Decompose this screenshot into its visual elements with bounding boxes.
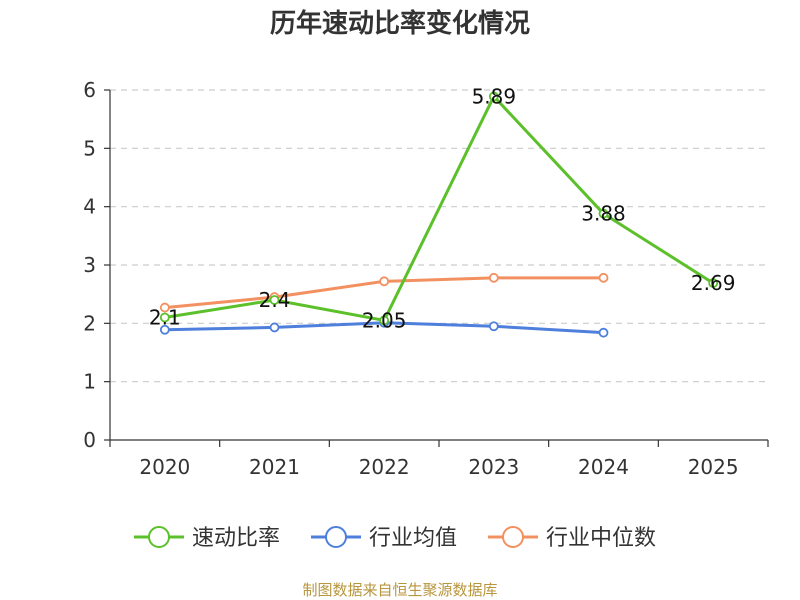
x-tick-label: 2022 xyxy=(359,455,410,479)
y-tick-label: 6 xyxy=(83,78,96,102)
x-tick-label: 2024 xyxy=(578,455,629,479)
data-label: 3.88 xyxy=(581,202,626,226)
data-point xyxy=(159,312,170,323)
y-tick-label: 1 xyxy=(83,370,96,394)
data-point xyxy=(379,276,390,287)
data-label: 5.89 xyxy=(472,84,517,108)
y-tick-label: 4 xyxy=(83,195,96,219)
data-point xyxy=(488,91,499,102)
data-point xyxy=(159,324,170,335)
data-point xyxy=(488,321,499,332)
y-tick-label: 0 xyxy=(83,428,96,452)
data-label: 2.4 xyxy=(259,288,291,312)
legend: 速动比率 行业均值 行业中位数 xyxy=(134,526,656,551)
y-tick-label: 2 xyxy=(83,311,96,335)
legend-marker xyxy=(325,526,347,548)
data-point xyxy=(708,278,719,288)
x-tick-label: 2020 xyxy=(139,455,190,479)
data-point xyxy=(269,295,280,305)
data-label: 2.1 xyxy=(149,306,181,330)
y-tick-label: 3 xyxy=(83,253,96,277)
data-labels: 2.1 2.4 2.05 5.89 3.88 2.69 xyxy=(149,84,736,332)
x-axis: 2020 2021 2022 2023 2024 2025 xyxy=(109,439,769,479)
y-axis: 0 1 2 3 4 5 6 xyxy=(83,78,111,452)
y-tick-label: 5 xyxy=(83,136,96,160)
data-point xyxy=(159,302,170,313)
data-point xyxy=(269,322,280,333)
legend-marker xyxy=(148,526,170,548)
legend-marker xyxy=(502,526,524,548)
data-point xyxy=(379,315,390,326)
plot-area xyxy=(159,91,719,338)
x-tick-label: 2023 xyxy=(468,455,519,479)
legend-label: 行业中位数 xyxy=(546,526,656,551)
data-label: 2.05 xyxy=(362,308,407,332)
data-label: 2.69 xyxy=(691,271,736,295)
data-point xyxy=(598,272,609,283)
legend-label: 行业均值 xyxy=(369,526,457,551)
x-tick-label: 2021 xyxy=(249,455,300,479)
data-point xyxy=(598,208,609,219)
chart-title: 历年速动比率变化情况 xyxy=(270,8,530,39)
source-note: 制图数据来自恒生聚源数据库 xyxy=(302,581,497,599)
data-point xyxy=(598,327,609,338)
legend-label: 速动比率 xyxy=(192,526,280,551)
x-tick-label: 2025 xyxy=(688,455,739,479)
grid-lines xyxy=(110,89,768,383)
data-point xyxy=(488,272,499,283)
series-line-0 xyxy=(164,94,714,322)
